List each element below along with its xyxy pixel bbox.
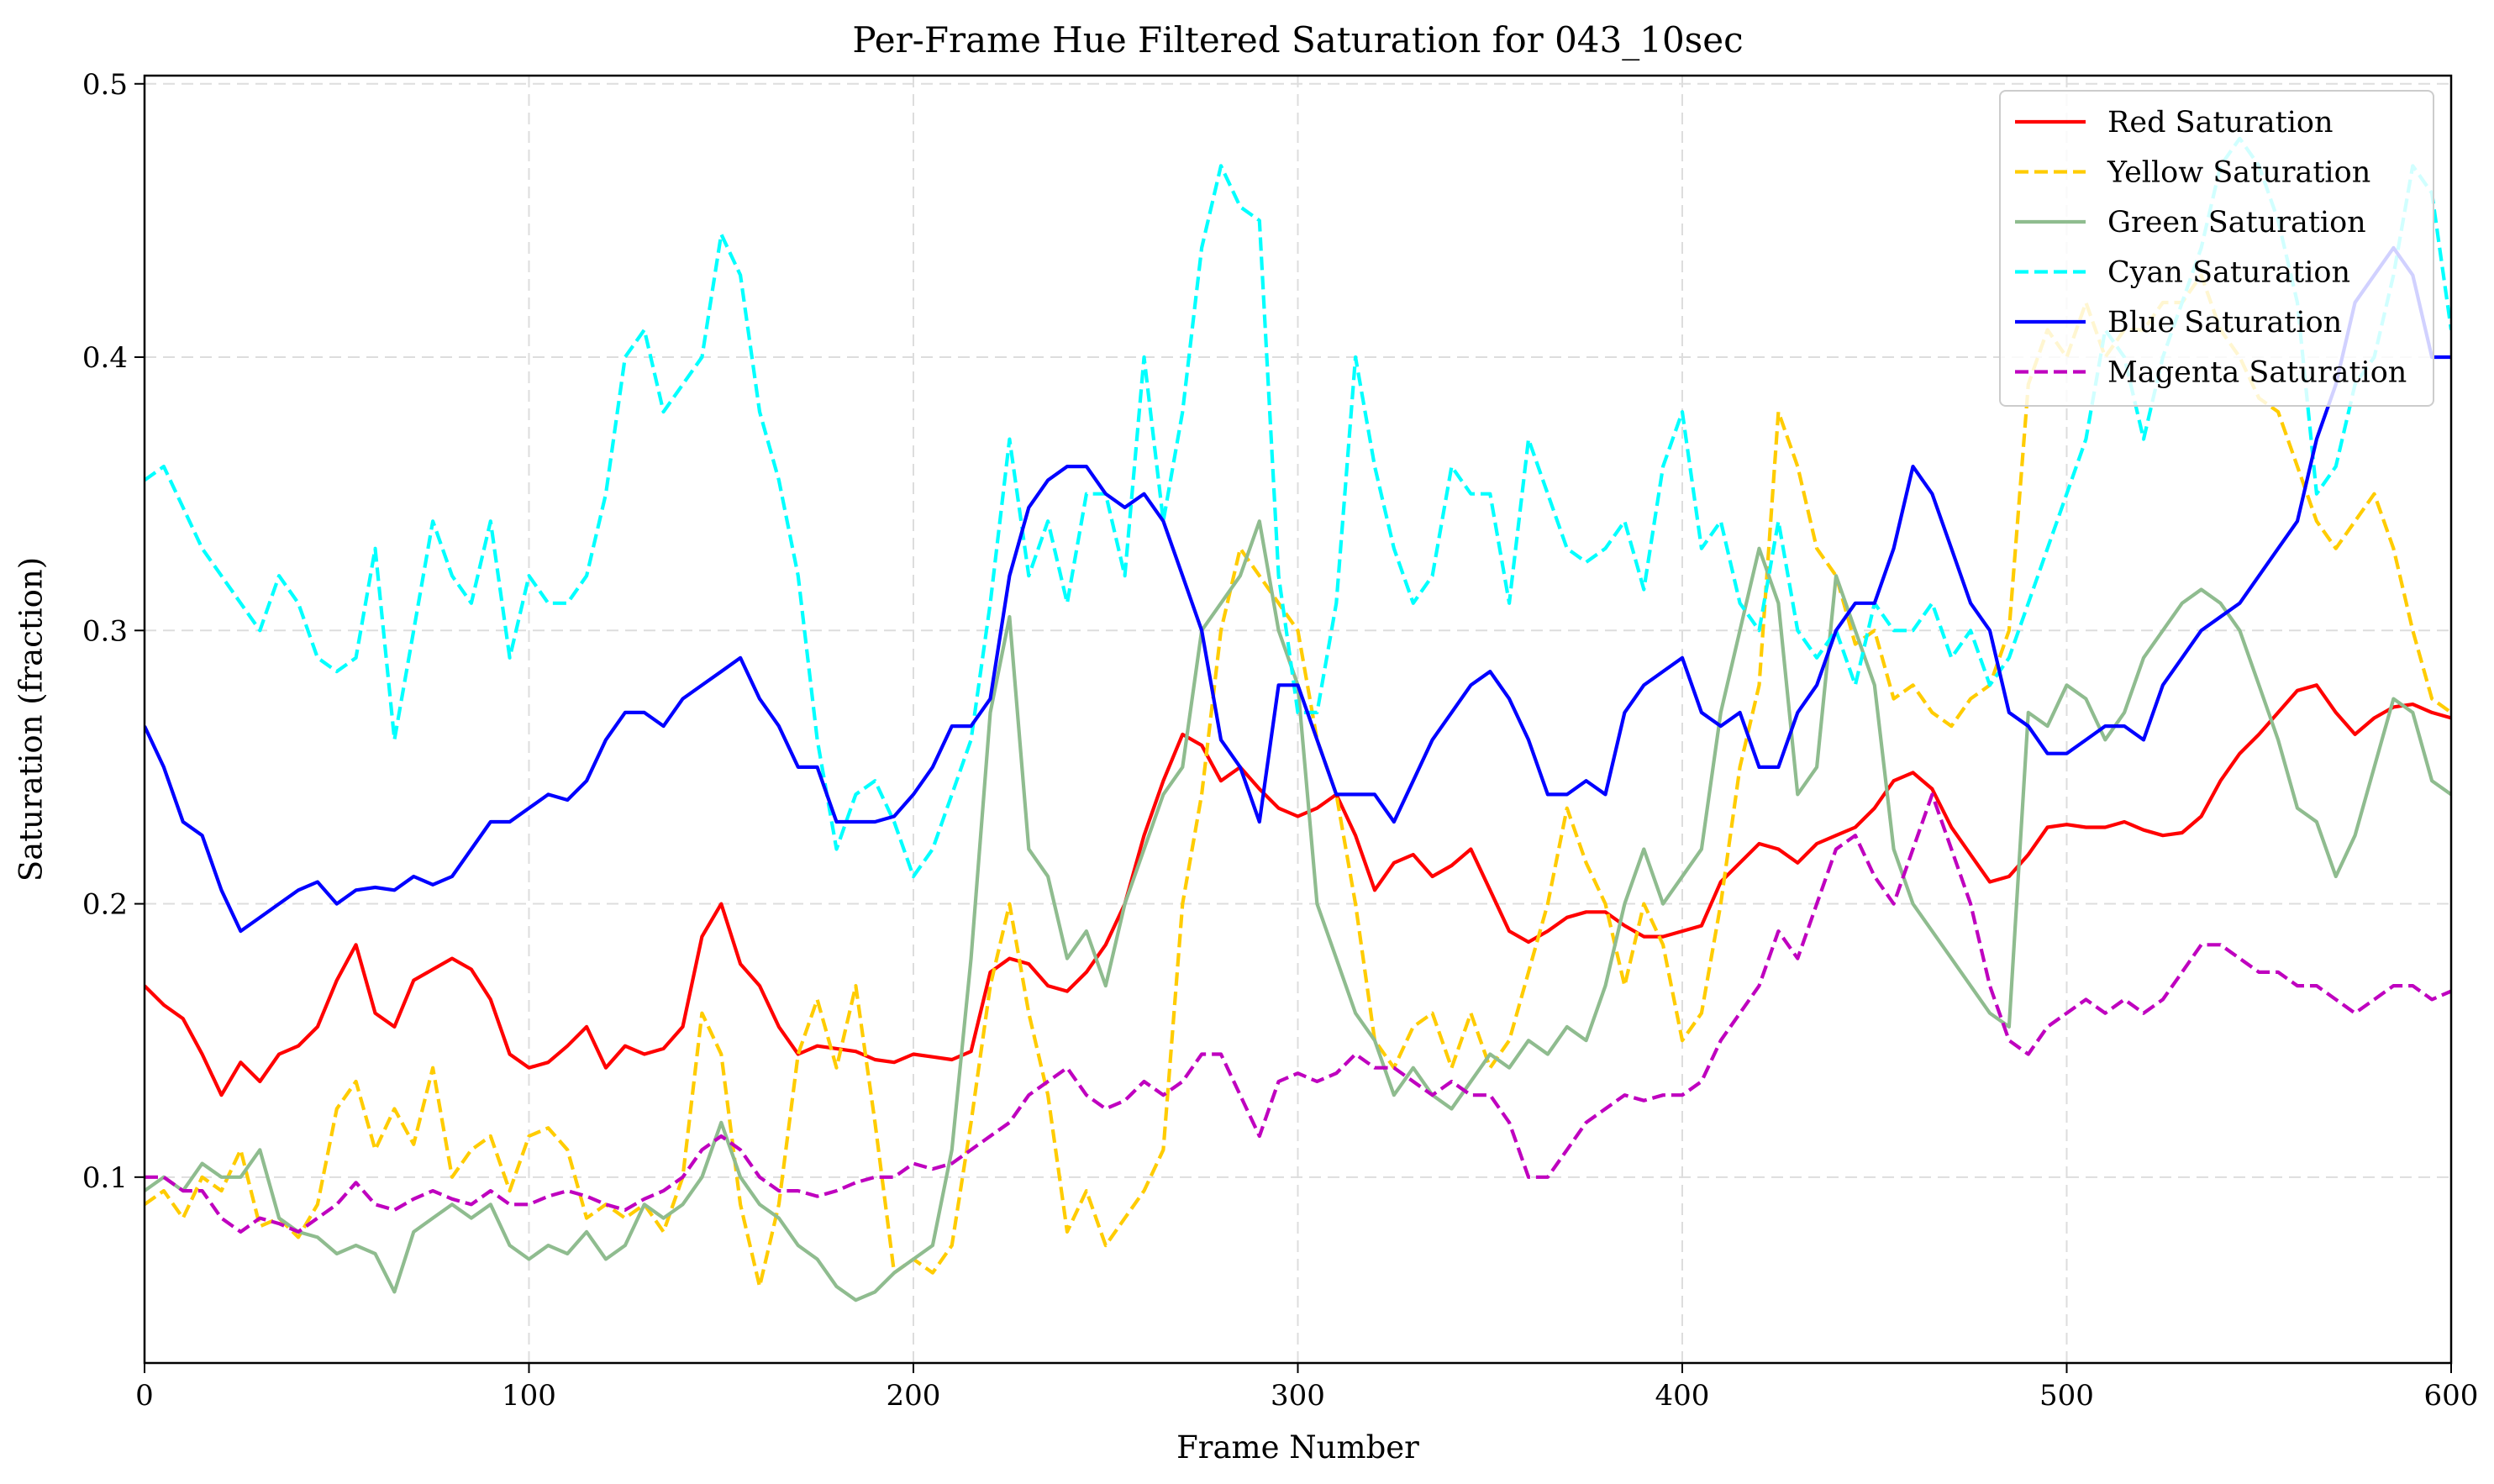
x-tick-label: 400 <box>1655 1379 1710 1413</box>
x-tick-label: 0 <box>135 1379 154 1413</box>
blue-saturation-line <box>145 245 2451 934</box>
x-tick-label: 300 <box>1271 1379 1325 1413</box>
x-tick-label: 600 <box>2424 1379 2479 1413</box>
yellow-saturation-line <box>145 273 2451 1289</box>
red-saturation-legend-label: Red Saturation <box>2107 106 2334 139</box>
y-tick-label: 0.4 <box>82 341 128 375</box>
y-tick-label: 0.1 <box>82 1161 128 1195</box>
y-tick-label: 0.5 <box>82 68 128 102</box>
x-tick-label: 500 <box>2039 1379 2094 1413</box>
y-tick-label: 0.2 <box>82 888 128 922</box>
cyan-saturation-legend-label: Cyan Saturation <box>2107 256 2350 290</box>
x-tick-label: 200 <box>887 1379 941 1413</box>
blue-saturation-legend-label: Blue Saturation <box>2107 306 2342 339</box>
red-saturation-line <box>145 683 2451 1097</box>
y-tick-label: 0.3 <box>82 614 128 648</box>
green-saturation-legend-label: Green Saturation <box>2107 206 2366 239</box>
series-layer <box>145 136 2451 1302</box>
x-tick-label: 100 <box>502 1379 556 1413</box>
legend-box <box>1999 90 2434 407</box>
legend: Red Saturation Yellow Saturation Green Sat… <box>1999 90 2434 407</box>
tick-layer: 0 100 200 300 400 500 600 0.1 0.2 0.3 0.4 0.5 <box>82 68 2479 1413</box>
y-axis-title: Saturation (fraction) <box>13 557 50 881</box>
magenta-saturation-legend-label: Magenta Saturation <box>2107 356 2407 390</box>
yellow-saturation-legend-label: Yellow Saturation <box>2107 156 2370 190</box>
cyan-saturation-line <box>145 136 2451 879</box>
x-axis-title: Frame Number <box>1176 1429 1419 1466</box>
magenta-saturation-line <box>145 792 2451 1234</box>
chart-title: Per-Frame Hue Filtered Saturation for 04… <box>852 19 1743 61</box>
